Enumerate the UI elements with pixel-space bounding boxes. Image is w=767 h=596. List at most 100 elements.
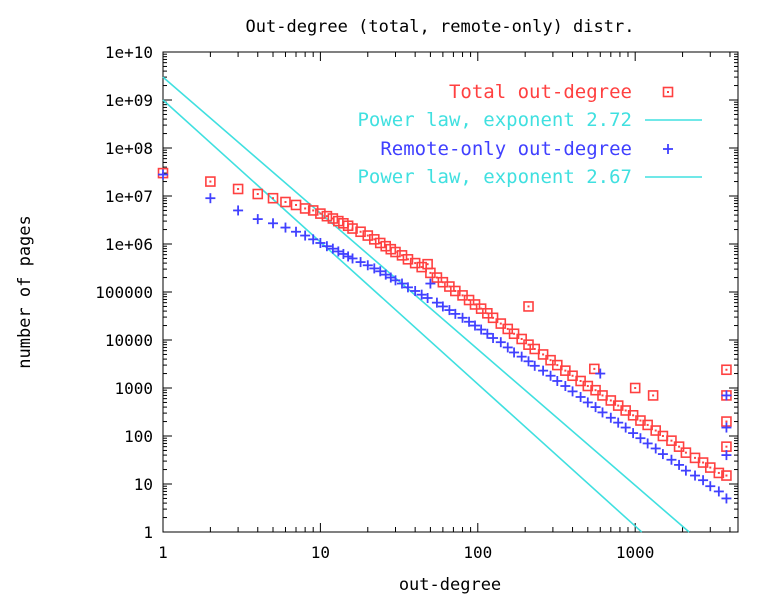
total-point-dot bbox=[717, 471, 720, 474]
remote-point bbox=[315, 237, 326, 248]
total-point-dot bbox=[325, 215, 328, 218]
legend-label: Total out-degree bbox=[449, 81, 632, 103]
total-point-dot bbox=[414, 262, 417, 265]
total-point-dot bbox=[295, 203, 298, 206]
remote-point bbox=[529, 360, 540, 371]
total-point bbox=[537, 349, 549, 360]
total-point bbox=[642, 419, 653, 431]
total-point-dot bbox=[654, 429, 657, 432]
remote-point bbox=[495, 337, 506, 348]
total-point-dot bbox=[725, 420, 728, 423]
y-tick-label: 1000 bbox=[114, 379, 153, 398]
y-tick-label: 1e+09 bbox=[105, 91, 153, 110]
remote-point bbox=[369, 263, 380, 274]
x-tick-label: 1000 bbox=[616, 543, 655, 562]
total-point bbox=[589, 363, 600, 375]
power-law-line bbox=[162, 99, 643, 533]
total-point-box bbox=[299, 203, 311, 214]
remote-point bbox=[431, 297, 442, 308]
fit-lines bbox=[162, 76, 690, 533]
total-point-dot bbox=[401, 254, 404, 257]
remote-point bbox=[597, 407, 608, 418]
total-point bbox=[721, 441, 732, 452]
legend-label: Power law, exponent 2.67 bbox=[357, 166, 632, 188]
total-point bbox=[422, 258, 433, 270]
total-point-box bbox=[347, 223, 358, 234]
legend-label: Remote-only out-degree bbox=[380, 138, 632, 160]
power-law-line bbox=[162, 76, 690, 533]
total-point-dot bbox=[586, 385, 589, 388]
total-point-dot bbox=[725, 368, 728, 371]
legend-plus-swatch bbox=[663, 144, 673, 154]
total-point-box bbox=[205, 176, 216, 187]
remote-point bbox=[705, 481, 716, 492]
total-point-box bbox=[307, 205, 319, 216]
remote-point bbox=[713, 486, 724, 497]
remote-point bbox=[482, 328, 493, 339]
total-point bbox=[629, 382, 641, 394]
total-point-dot bbox=[513, 332, 516, 335]
total-point bbox=[252, 188, 264, 200]
remote-point bbox=[425, 278, 436, 289]
remote-point bbox=[280, 222, 291, 233]
remote-point bbox=[464, 316, 475, 327]
total-point bbox=[321, 210, 333, 222]
total-point-dot bbox=[609, 399, 612, 402]
total-point bbox=[267, 192, 279, 204]
remote-point bbox=[516, 351, 527, 362]
remote-point bbox=[590, 402, 601, 413]
total-point-dot bbox=[373, 238, 376, 241]
remote-point bbox=[252, 214, 263, 225]
total-point-dot bbox=[564, 369, 567, 372]
remote-point bbox=[158, 169, 168, 180]
total-point-dot bbox=[351, 227, 354, 230]
total-point-dot bbox=[480, 307, 483, 310]
total-point-box bbox=[321, 210, 333, 222]
remote-point bbox=[523, 356, 534, 367]
y-tick-label: 1e+08 bbox=[105, 139, 153, 158]
total-point-dot bbox=[499, 322, 502, 325]
remote-point bbox=[502, 342, 513, 353]
legend-square-box bbox=[662, 86, 674, 98]
remote-point bbox=[650, 443, 661, 454]
total-point-dot bbox=[702, 461, 705, 464]
remote-point bbox=[552, 375, 563, 386]
legend: Total out-degree Power law, exponent 2.72… bbox=[357, 81, 702, 188]
remote-point bbox=[567, 386, 578, 397]
remote-point bbox=[690, 470, 701, 481]
remote-point bbox=[338, 248, 349, 259]
remote-point bbox=[582, 397, 593, 408]
remote-point bbox=[721, 390, 732, 401]
total-point-dot bbox=[406, 258, 409, 261]
remote-point bbox=[620, 422, 631, 433]
total-point bbox=[650, 425, 662, 436]
y-tick-label: 1e+06 bbox=[105, 235, 153, 254]
remote-point bbox=[642, 438, 653, 449]
total-point-box bbox=[327, 213, 339, 224]
x-axis-title: out-degree bbox=[399, 575, 501, 595]
total-point-dot bbox=[725, 445, 728, 448]
remote-point bbox=[410, 285, 421, 296]
total-point bbox=[347, 223, 358, 234]
remote-point bbox=[476, 324, 487, 335]
remote-point bbox=[509, 347, 520, 358]
total-point-dot bbox=[571, 374, 574, 377]
total-point-dot bbox=[237, 187, 240, 190]
remote-point bbox=[402, 282, 413, 293]
total-point bbox=[416, 261, 427, 273]
total-point bbox=[551, 359, 563, 371]
total-point-dot bbox=[652, 394, 655, 397]
total-point-box bbox=[537, 349, 549, 360]
remote-point bbox=[444, 305, 455, 316]
total-point bbox=[307, 205, 319, 216]
remote-point bbox=[635, 433, 646, 444]
total-point-box bbox=[516, 333, 527, 345]
total-point bbox=[721, 470, 732, 481]
total-point-dot bbox=[331, 217, 334, 220]
total-point bbox=[390, 246, 401, 258]
remote-point bbox=[560, 381, 571, 392]
total-point-dot bbox=[420, 266, 423, 269]
total-point-box bbox=[529, 343, 541, 355]
total-point bbox=[205, 176, 216, 187]
total-point-dot bbox=[486, 312, 489, 315]
